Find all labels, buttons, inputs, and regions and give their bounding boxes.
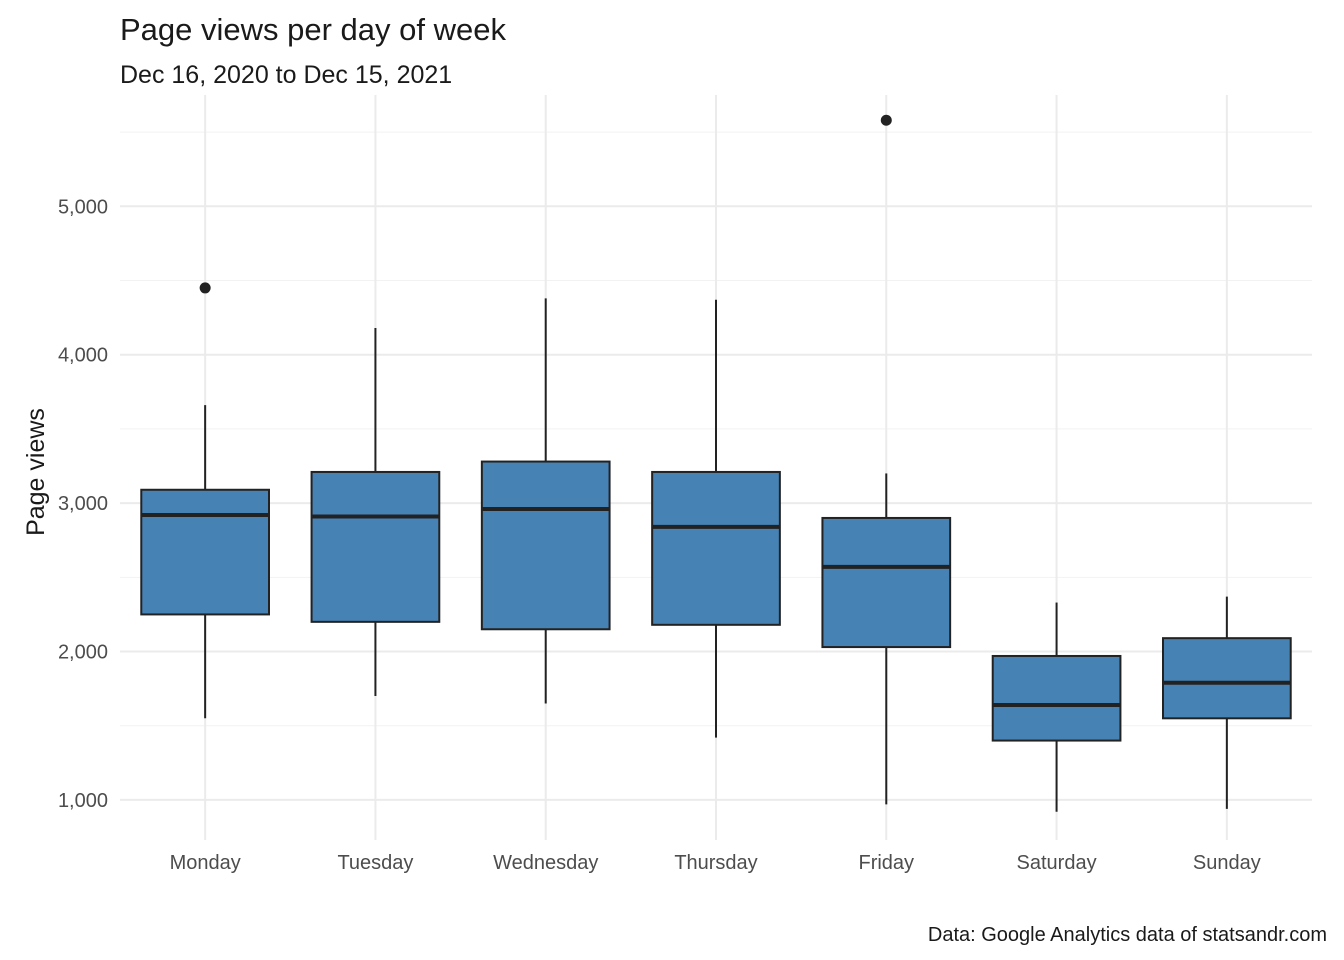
y-tick-label: 1,000 — [58, 790, 108, 812]
iqr-box — [310, 470, 441, 623]
chart-title: Page views per day of week — [120, 12, 506, 47]
chart-subtitle: Dec 16, 2020 to Dec 15, 2021 — [120, 61, 452, 89]
y-tick-label: 4,000 — [58, 345, 108, 367]
x-tick-label: Sunday — [1193, 852, 1261, 874]
iqr-box — [991, 654, 1122, 742]
box-wednesday — [480, 298, 611, 704]
y-tick-label: 2,000 — [58, 642, 108, 664]
y-tick-label: 5,000 — [58, 196, 108, 218]
iqr-box — [480, 460, 611, 631]
box-friday — [821, 114, 952, 805]
box-tuesday — [310, 327, 441, 697]
box-monday — [140, 282, 271, 719]
box-sunday — [1162, 596, 1292, 809]
x-tick-label: Monday — [170, 852, 241, 874]
x-tick-label: Thursday — [674, 852, 757, 874]
outlier-point — [880, 114, 892, 126]
iqr-box — [821, 516, 952, 649]
x-tick-label: Wednesday — [493, 852, 598, 874]
x-tick-label: Tuesday — [337, 852, 413, 874]
x-axis-ticks: Monday Tuesday Wednesday Thursday Friday Satu… — [170, 852, 1261, 874]
y-axis-label: Page views — [22, 408, 50, 536]
iqr-box — [1162, 637, 1292, 720]
x-tick-label: Saturday — [1017, 852, 1097, 874]
outlier-point — [199, 282, 211, 294]
y-axis-ticks: 1,000 2,000 3,000 4,000 5,000 — [58, 196, 108, 812]
chart-caption: Data: Google Analytics data of statsandr… — [928, 924, 1327, 946]
y-tick-label: 3,000 — [58, 493, 108, 515]
x-tick-label: Friday — [858, 852, 914, 874]
iqr-box — [651, 470, 781, 626]
iqr-box — [140, 488, 271, 616]
box-layer — [140, 114, 1292, 812]
box-thursday — [651, 299, 781, 738]
box-saturday — [991, 602, 1122, 812]
